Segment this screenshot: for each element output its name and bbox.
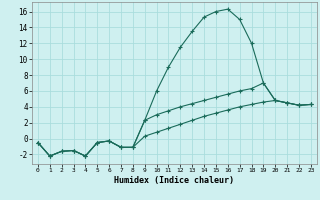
- X-axis label: Humidex (Indice chaleur): Humidex (Indice chaleur): [115, 176, 234, 185]
